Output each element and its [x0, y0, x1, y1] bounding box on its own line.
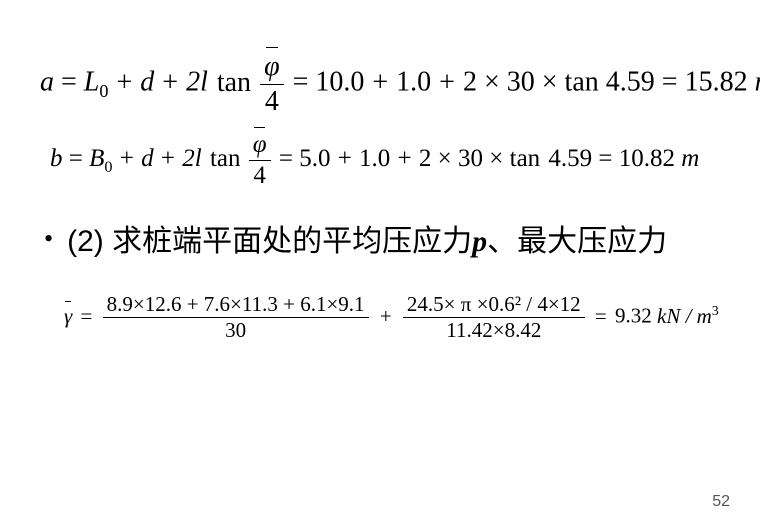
- result: 9.32: [615, 304, 652, 328]
- val: 30: [507, 67, 535, 98]
- frac-phi-over-4: φ 4: [260, 50, 284, 118]
- frac-phi-over-4: φ 4: [249, 130, 271, 191]
- frac-2: 24.5× π ×0.6² / 4×12 11.42×8.42: [403, 292, 585, 343]
- var-p: p: [472, 225, 487, 258]
- sub-0: 0: [104, 158, 112, 176]
- val: 4.59: [606, 67, 655, 98]
- denominator-2: 11.42×8.42: [403, 318, 585, 343]
- unit-kn-m3: kN / m3: [657, 304, 719, 328]
- eq-sign: =: [595, 304, 607, 328]
- bullet-text-a: (2) 求桩端平面处的平均压应力: [67, 225, 472, 258]
- eq-sign: =: [69, 145, 83, 172]
- unit-m: m: [681, 145, 699, 172]
- gamma-bar-icon: γ: [64, 304, 72, 329]
- bullet-item: • (2) 求桩端平面处的平均压应力p、最大压应力: [44, 219, 720, 264]
- phi-bar-icon: φ: [253, 130, 267, 160]
- val: 4.59: [548, 145, 592, 172]
- eq-sign: =: [61, 67, 77, 98]
- tan: tan: [565, 67, 599, 98]
- times: ×: [484, 67, 500, 98]
- plus: +: [380, 304, 392, 328]
- eq-sign: =: [279, 145, 293, 172]
- page-number: 52: [712, 493, 730, 511]
- bullet-dot-icon: •: [44, 219, 53, 258]
- four: 4: [260, 85, 284, 119]
- eq-sign: =: [598, 145, 612, 172]
- equation-gamma: γ = 8.9×12.6 + 7.6×11.3 + 6.1×9.1 30 + 2…: [64, 292, 720, 343]
- tan: tan: [210, 145, 241, 172]
- eq-sign: =: [293, 67, 309, 98]
- bullet-text-b: 、最大压应力: [487, 225, 667, 258]
- plus: +: [439, 67, 455, 98]
- unit-m: m: [755, 67, 760, 98]
- var-d: d: [141, 145, 154, 172]
- times: ×: [489, 145, 503, 172]
- plus: +: [398, 145, 412, 172]
- tan: tan: [217, 67, 251, 98]
- equation-b: b = B0 + d + 2l tan φ 4 = 5.0 + 1.0 + 2 …: [50, 130, 720, 191]
- sub-0: 0: [99, 81, 108, 101]
- numerator-2: 24.5× π ×0.6² / 4×12: [403, 292, 585, 318]
- result: 15.82: [685, 67, 748, 98]
- plus: +: [116, 67, 132, 98]
- denominator-1: 30: [103, 318, 369, 343]
- var-b: b: [50, 145, 63, 172]
- times: ×: [542, 67, 558, 98]
- val: 2: [463, 67, 477, 98]
- plus: +: [120, 145, 134, 172]
- val: 10.0: [315, 67, 364, 98]
- val: 5.0: [299, 145, 330, 172]
- two-l: 2l: [182, 145, 201, 172]
- numerator-1: 8.9×12.6 + 7.6×11.3 + 6.1×9.1: [103, 292, 369, 318]
- plus: +: [338, 145, 352, 172]
- result: 10.82: [619, 145, 675, 172]
- val: 1.0: [359, 145, 390, 172]
- times: ×: [438, 145, 452, 172]
- var-a: a: [40, 67, 54, 98]
- var-L: L: [84, 67, 100, 98]
- tan: tan: [510, 145, 541, 172]
- equation-a: a = L0 + d + 2l tan φ 4 = 10.0 + 1.0 + 2…: [40, 50, 720, 118]
- eq-sign: =: [662, 67, 678, 98]
- val: 1.0: [396, 67, 431, 98]
- two-l: 2l: [186, 67, 208, 98]
- val: 30: [458, 145, 483, 172]
- val: 2: [419, 145, 432, 172]
- plus: +: [162, 67, 178, 98]
- var-B: B: [89, 145, 104, 172]
- four: 4: [249, 161, 271, 191]
- eq-sign: =: [81, 304, 93, 328]
- frac-1: 8.9×12.6 + 7.6×11.3 + 6.1×9.1 30: [103, 292, 369, 343]
- plus: +: [372, 67, 388, 98]
- var-d: d: [140, 67, 154, 98]
- plus: +: [161, 145, 175, 172]
- bullet-text: (2) 求桩端平面处的平均压应力p、最大压应力: [67, 219, 667, 264]
- phi-bar-icon: φ: [264, 50, 280, 84]
